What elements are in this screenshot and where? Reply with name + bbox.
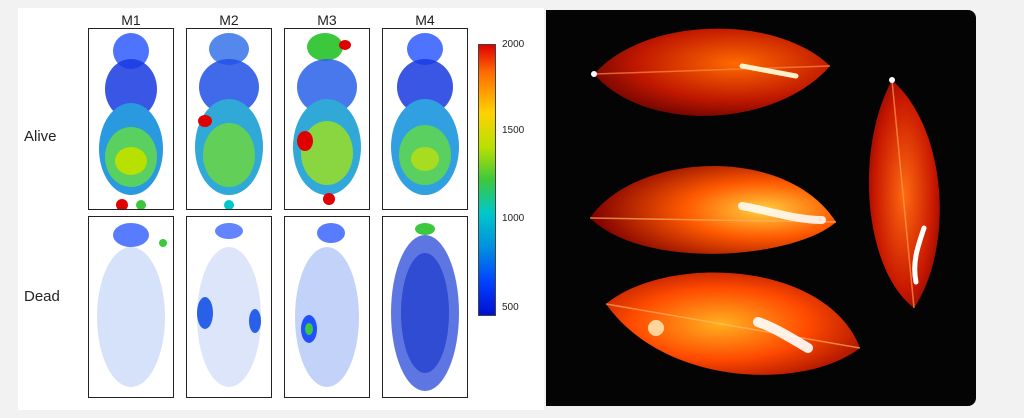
column-label-m1: M1 <box>121 12 141 28</box>
row-label-dead: Dead <box>24 288 60 305</box>
colorbar-tick-1000: 1000 <box>502 213 525 224</box>
leaf-top <box>591 28 831 116</box>
column-label-m4: M4 <box>415 12 435 28</box>
column-label-m2: M2 <box>219 12 239 28</box>
scan-dead-m4 <box>382 216 468 398</box>
leaf-middle <box>589 165 837 254</box>
colorbar-tick-500: 500 <box>502 302 519 313</box>
scan-dead-m3 <box>284 216 370 398</box>
column-label-m3: M3 <box>317 12 337 28</box>
scan-alive-m2 <box>186 28 272 210</box>
leaf-bottom <box>605 272 861 375</box>
leaf-right <box>868 77 940 309</box>
scan-dead-m2 <box>186 216 272 398</box>
scan-alive-m4 <box>382 28 468 210</box>
row-label-alive: Alive <box>24 128 57 145</box>
colorbar-tick-1500: 1500 <box>502 125 525 136</box>
mouse-imaging-panel: M1 M2 M3 M4 Alive Dead <box>18 8 544 410</box>
leaf-fluorescence-panel <box>546 10 976 406</box>
intensity-colorbar <box>478 44 496 316</box>
colorbar-tick-2000: 2000 <box>502 39 525 50</box>
scan-alive-m3 <box>284 28 370 210</box>
scan-alive-m1 <box>88 28 174 210</box>
scan-dead-m1 <box>88 216 174 398</box>
